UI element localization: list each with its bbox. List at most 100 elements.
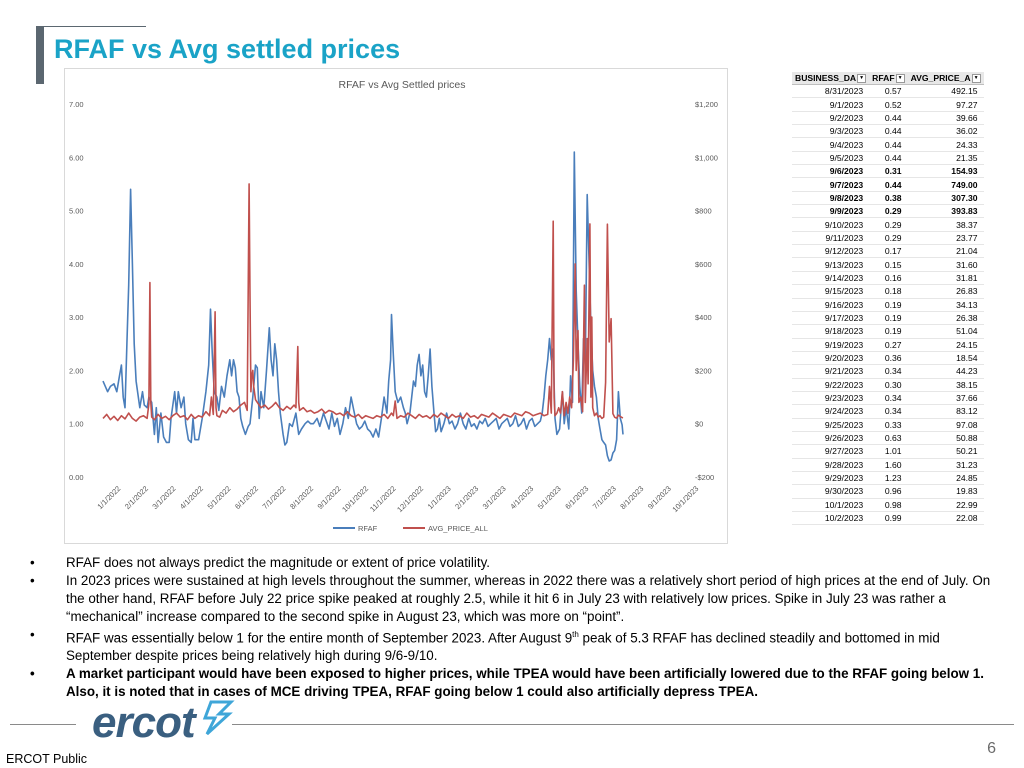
table-cell-price[interactable]: 31.60: [907, 257, 984, 272]
table-cell-price[interactable]: 393.83: [907, 204, 984, 219]
table-cell-rfaf[interactable]: 0.29: [869, 231, 908, 246]
table-cell-date[interactable]: 10/1/2023: [792, 498, 870, 513]
table-cell-date[interactable]: 9/16/2023: [792, 298, 870, 312]
table-cell-rfaf[interactable]: 0.27: [869, 338, 908, 352]
table-cell-price[interactable]: 38.37: [907, 217, 984, 232]
table-cell-rfaf[interactable]: 0.18: [869, 284, 908, 299]
table-cell-price[interactable]: 31.81: [907, 271, 984, 286]
table-cell-date[interactable]: 9/14/2023: [792, 271, 870, 286]
table-cell-rfaf[interactable]: 0.34: [869, 364, 908, 379]
table-cell-price[interactable]: 24.15: [907, 338, 984, 352]
table-row[interactable]: 9/30/2023 0.96 19.83: [792, 484, 984, 499]
table-cell-date[interactable]: 9/5/2023: [792, 151, 870, 166]
table-cell-rfaf[interactable]: 0.29: [869, 217, 908, 232]
table-cell-rfaf[interactable]: 0.33: [869, 418, 908, 432]
table-cell-price[interactable]: 749.00: [907, 177, 984, 192]
table-row[interactable]: 9/9/2023 0.29 393.83: [792, 204, 984, 219]
table-row[interactable]: 9/25/2023 0.33 97.08: [792, 418, 984, 432]
table-cell-rfaf[interactable]: 0.44: [869, 177, 908, 192]
table-row[interactable]: 9/2/2023 0.44 39.66: [792, 111, 984, 126]
table-row[interactable]: 9/18/2023 0.19 51.04: [792, 324, 984, 339]
table-cell-rfaf[interactable]: 0.17: [869, 244, 908, 259]
table-row[interactable]: 9/13/2023 0.15 31.60: [792, 257, 984, 272]
table-cell-rfaf[interactable]: 0.57: [869, 84, 908, 99]
table-row[interactable]: 9/12/2023 0.17 21.04: [792, 244, 984, 259]
table-row[interactable]: 9/6/2023 0.31 154.93: [792, 164, 984, 179]
table-cell-price[interactable]: 492.15: [907, 84, 984, 99]
table-row[interactable]: 9/24/2023 0.34 83.12: [792, 404, 984, 419]
table-cell-rfaf[interactable]: 1.60: [869, 458, 908, 472]
table-cell-price[interactable]: 34.13: [907, 298, 984, 312]
table-cell-rfaf[interactable]: 0.96: [869, 484, 908, 499]
table-cell-rfaf[interactable]: 0.30: [869, 378, 908, 392]
table-cell-date[interactable]: 9/1/2023: [792, 97, 870, 112]
table-row[interactable]: 8/31/2023 0.57 492.15: [792, 84, 984, 99]
filter-dropdown-icon[interactable]: ▼: [857, 74, 867, 84]
table-cell-date[interactable]: 8/31/2023: [792, 84, 870, 99]
table-cell-date[interactable]: 9/24/2023: [792, 404, 870, 419]
table-cell-rfaf[interactable]: 0.15: [869, 257, 908, 272]
table-cell-rfaf[interactable]: 0.44: [869, 151, 908, 166]
table-cell-rfaf[interactable]: 0.31: [869, 164, 908, 179]
table-cell-date[interactable]: 9/18/2023: [792, 324, 870, 339]
table-row[interactable]: 9/4/2023 0.44 24.33: [792, 137, 984, 152]
table-cell-date[interactable]: 9/21/2023: [792, 364, 870, 379]
table-cell-rfaf[interactable]: 0.36: [869, 351, 908, 366]
table-row[interactable]: 9/17/2023 0.19 26.38: [792, 311, 984, 326]
table-cell-price[interactable]: 37.66: [907, 391, 984, 406]
table-cell-price[interactable]: 51.04: [907, 324, 984, 339]
table-row[interactable]: 9/14/2023 0.16 31.81: [792, 271, 984, 286]
table-cell-date[interactable]: 9/17/2023: [792, 311, 870, 326]
table-row[interactable]: 9/1/2023 0.52 97.27: [792, 97, 984, 112]
table-cell-price[interactable]: 24.85: [907, 471, 984, 486]
table-cell-date[interactable]: 9/23/2023: [792, 391, 870, 406]
table-row[interactable]: 9/11/2023 0.29 23.77: [792, 231, 984, 246]
table-row[interactable]: 9/22/2023 0.30 38.15: [792, 378, 984, 392]
table-cell-rfaf[interactable]: 0.34: [869, 404, 908, 419]
table-cell-price[interactable]: 97.08: [907, 418, 984, 432]
table-cell-date[interactable]: 9/25/2023: [792, 418, 870, 432]
table-cell-date[interactable]: 9/3/2023: [792, 124, 870, 139]
table-cell-price[interactable]: 83.12: [907, 404, 984, 419]
table-cell-rfaf[interactable]: 1.01: [869, 444, 908, 459]
table-cell-date[interactable]: 9/6/2023: [792, 164, 870, 179]
table-cell-price[interactable]: 18.54: [907, 351, 984, 366]
table-cell-price[interactable]: 307.30: [907, 191, 984, 206]
table-cell-date[interactable]: 9/2/2023: [792, 111, 870, 126]
table-cell-rfaf[interactable]: 0.19: [869, 324, 908, 339]
table-row[interactable]: 9/7/2023 0.44 749.00: [792, 177, 984, 192]
table-row[interactable]: 9/3/2023 0.44 36.02: [792, 124, 984, 139]
table-cell-price[interactable]: 50.21: [907, 444, 984, 459]
table-row[interactable]: 10/2/2023 0.99 22.08: [792, 511, 984, 526]
filter-dropdown-icon[interactable]: ▼: [971, 74, 981, 84]
table-cell-rfaf[interactable]: 0.19: [869, 298, 908, 312]
filter-dropdown-icon[interactable]: ▼: [895, 74, 905, 84]
table-row[interactable]: 9/8/2023 0.38 307.30: [792, 191, 984, 206]
table-cell-date[interactable]: 9/19/2023: [792, 338, 870, 352]
table-cell-date[interactable]: 9/8/2023: [792, 191, 870, 206]
table-cell-price[interactable]: 39.66: [907, 111, 984, 126]
table-row[interactable]: 9/20/2023 0.36 18.54: [792, 351, 984, 366]
table-row[interactable]: 9/10/2023 0.29 38.37: [792, 217, 984, 232]
table-cell-rfaf[interactable]: 0.63: [869, 431, 908, 446]
header-business-date[interactable]: BUSINESS_DA ▼: [792, 72, 870, 85]
table-row[interactable]: 9/15/2023 0.18 26.83: [792, 284, 984, 299]
table-cell-rfaf[interactable]: 0.16: [869, 271, 908, 286]
table-cell-price[interactable]: 23.77: [907, 231, 984, 246]
table-cell-price[interactable]: 44.23: [907, 364, 984, 379]
table-cell-price[interactable]: 26.38: [907, 311, 984, 326]
table-cell-price[interactable]: 97.27: [907, 97, 984, 112]
table-cell-rfaf[interactable]: 0.44: [869, 124, 908, 139]
table-cell-price[interactable]: 21.04: [907, 244, 984, 259]
table-cell-date[interactable]: 9/12/2023: [792, 244, 870, 259]
table-cell-rfaf[interactable]: 0.52: [869, 97, 908, 112]
table-row[interactable]: 9/29/2023 1.23 24.85: [792, 471, 984, 486]
table-cell-rfaf[interactable]: 0.44: [869, 111, 908, 126]
table-cell-price[interactable]: 19.83: [907, 484, 984, 499]
table-cell-rfaf[interactable]: 0.98: [869, 498, 908, 513]
table-cell-rfaf[interactable]: 1.23: [869, 471, 908, 486]
table-cell-price[interactable]: 21.35: [907, 151, 984, 166]
header-rfaf[interactable]: RFAF ▼: [869, 72, 908, 85]
table-cell-date[interactable]: 9/28/2023: [792, 458, 870, 472]
table-cell-date[interactable]: 9/22/2023: [792, 378, 870, 392]
